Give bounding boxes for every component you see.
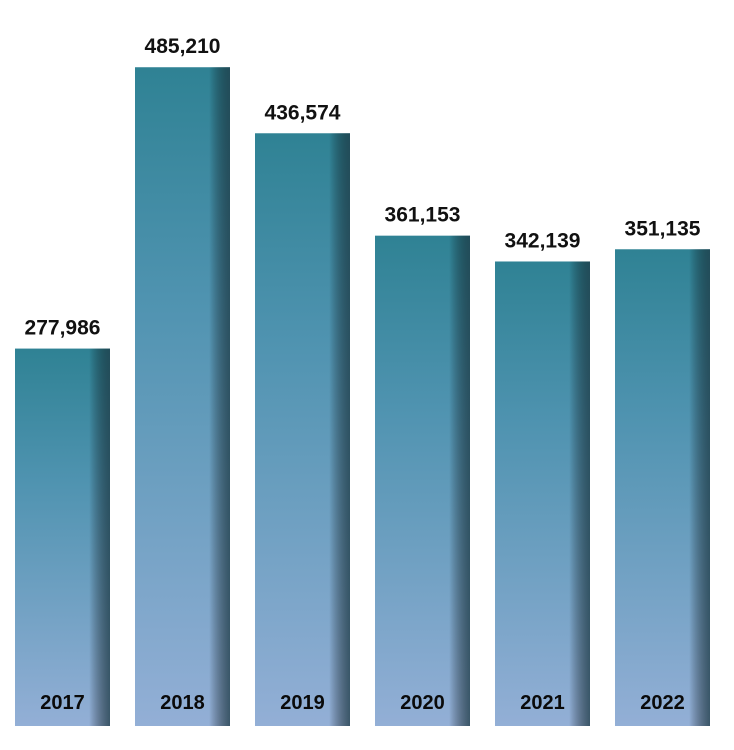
category-label-2018: 2018 (160, 692, 205, 714)
value-label-2020: 361,153 (385, 204, 461, 227)
value-label-2021: 342,139 (505, 229, 581, 252)
bar-group-2021: 342,139 2021 (495, 229, 590, 726)
category-label-2020: 2020 (400, 692, 445, 714)
category-label-2017: 2017 (40, 692, 85, 714)
value-label-2022: 351,135 (625, 217, 701, 240)
bar-group-2018: 485,210 2018 (135, 35, 230, 726)
bar-shadow-2019 (255, 133, 350, 726)
bar-group-2017: 277,986 2017 (15, 317, 110, 726)
bar-shadow-2021 (495, 261, 590, 726)
bar-shadow-2022 (615, 249, 710, 726)
bar-shadow-2017 (15, 348, 110, 726)
bar-group-2020: 361,153 2020 (375, 204, 470, 726)
category-label-2022: 2022 (640, 692, 685, 714)
category-label-2019: 2019 (280, 692, 325, 714)
plot-area: 277,986 2017 485,210 2018 436,574 2019 361,153… (15, 35, 710, 726)
bar-group-2022: 351,135 2022 (615, 217, 710, 726)
value-label-2017: 277,986 (25, 317, 101, 340)
bar-shadow-2018 (135, 67, 230, 726)
value-label-2019: 436,574 (265, 101, 341, 124)
bar-shadow-2020 (375, 235, 470, 726)
value-label-2018: 485,210 (145, 35, 221, 58)
bar-group-2019: 436,574 2019 (255, 101, 350, 726)
category-label-2021: 2021 (520, 692, 565, 714)
